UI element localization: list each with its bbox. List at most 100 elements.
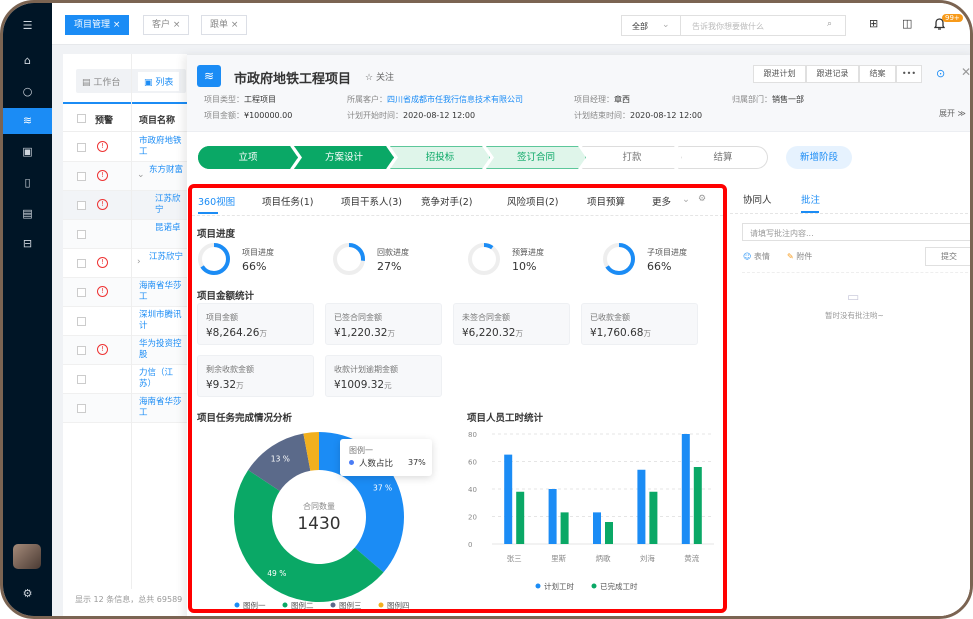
layers-icon[interactable]: ≋ <box>3 108 52 134</box>
pie-slice[interactable] <box>303 432 319 471</box>
share-icon[interactable]: ⊙ <box>936 67 946 80</box>
detail-tab[interactable]: 360视图 <box>198 197 236 208</box>
row-checkbox[interactable] <box>77 404 86 413</box>
bar[interactable] <box>504 454 513 544</box>
detail-tab[interactable]: 更多 <box>652 197 672 208</box>
expand-toggle-icon[interactable]: › <box>137 257 141 267</box>
project-name-link[interactable]: 东方财富 <box>149 165 184 175</box>
bar[interactable] <box>649 491 658 544</box>
action-button[interactable]: 跟进记录 <box>806 65 859 83</box>
table-row[interactable]: 海南省华莎工 <box>63 394 187 423</box>
expand-button[interactable]: 展开 ≫ <box>939 109 966 118</box>
row-checkbox[interactable] <box>77 143 86 152</box>
table-row[interactable]: ! ⌄ 东方财富 <box>63 162 187 191</box>
refresh-icon[interactable]: ○ <box>22 85 33 98</box>
attach-button[interactable]: ✎ 附件 <box>787 251 812 262</box>
bar[interactable] <box>681 434 690 544</box>
view-list[interactable]: ▣ 列表 <box>138 72 180 91</box>
legend-label[interactable]: 计划工时 <box>544 581 574 591</box>
row-checkbox[interactable] <box>77 230 86 239</box>
home-icon[interactable]: ⌂ <box>24 54 31 67</box>
phone-icon[interactable]: ▯ <box>24 176 31 189</box>
row-checkbox[interactable] <box>77 375 86 384</box>
menu-icon[interactable]: ☰ <box>22 19 33 32</box>
bell-icon[interactable] <box>934 18 945 31</box>
settings-icon[interactable]: ⚙ <box>698 194 707 204</box>
detail-tab[interactable]: 风险项目(2) <box>507 197 559 208</box>
table-row[interactable]: ! 市政府地铁工 <box>63 133 187 162</box>
detail-tab[interactable]: 项目预算 <box>587 197 626 208</box>
bar[interactable] <box>693 467 702 544</box>
action-button[interactable]: 结案 <box>859 65 896 83</box>
bar[interactable] <box>560 512 569 544</box>
stage-step[interactable]: 打款 <box>582 146 682 169</box>
view-workbench[interactable]: ▤ 工作台 <box>82 78 121 88</box>
bar[interactable] <box>637 469 646 544</box>
project-name-link[interactable]: 江苏欣宁 <box>155 194 181 215</box>
bar[interactable] <box>605 522 613 544</box>
bar[interactable] <box>593 512 601 544</box>
project-name-link[interactable]: 海南省华莎工 <box>139 281 182 302</box>
tab-follow[interactable]: 跟单 × <box>201 15 248 35</box>
row-checkbox[interactable] <box>77 259 86 268</box>
pie-slice[interactable] <box>234 470 384 602</box>
pie-slice[interactable] <box>248 433 311 492</box>
legend-label[interactable]: 图例四 <box>387 600 410 610</box>
action-button[interactable]: 跟进计划 <box>753 65 806 83</box>
legend-label[interactable]: 图例二 <box>291 600 314 610</box>
project-name-link[interactable]: 力信（江苏） <box>139 368 174 389</box>
tab-customer[interactable]: 客户 × <box>143 15 190 35</box>
avatar[interactable] <box>13 544 41 569</box>
search-icon[interactable]: ⌕ <box>827 19 833 29</box>
stage-step[interactable]: 签订合同 <box>486 146 586 169</box>
detail-tab[interactable]: 项目干系人(3) <box>341 197 402 208</box>
project-name-link[interactable]: 市政府地铁工 <box>139 136 182 157</box>
project-name-link[interactable]: 华为投资控股 <box>139 339 182 360</box>
table-row[interactable]: 力信（江苏） <box>63 365 187 394</box>
table-row[interactable]: 昆诺卓 <box>63 220 187 249</box>
search-scope-select[interactable]: 全部 <box>632 22 648 31</box>
comment-input[interactable]: 请填写批注内容... <box>742 223 970 241</box>
action-button[interactable]: ••• <box>896 65 922 83</box>
tab-comments[interactable]: 批注 <box>801 195 821 206</box>
row-checkbox[interactable] <box>77 346 86 355</box>
legend-label[interactable]: 图例三 <box>339 600 362 610</box>
row-checkbox[interactable] <box>77 201 86 210</box>
close-icon[interactable]: ✕ <box>961 65 972 79</box>
row-checkbox[interactable] <box>77 317 86 326</box>
money-icon[interactable]: ▣ <box>22 145 33 158</box>
settings-icon[interactable]: ⚙ <box>22 587 33 600</box>
project-name-link[interactable]: 昆诺卓 <box>155 223 181 233</box>
apps-icon[interactable]: ⊞ <box>869 17 879 30</box>
legend-label[interactable]: 已完成工时 <box>600 581 638 591</box>
stage-step[interactable]: 方案设计 <box>294 146 394 169</box>
stage-step[interactable]: 结算 <box>678 146 768 169</box>
tab-collaborators[interactable]: 协同人 <box>743 195 772 206</box>
follow-button[interactable]: ☆ 关注 <box>365 73 394 83</box>
row-checkbox[interactable] <box>77 288 86 297</box>
table-row[interactable]: 深圳市腾讯计 <box>63 307 187 336</box>
table-row[interactable]: ! › 江苏欣宁 <box>63 249 187 278</box>
add-stage-button[interactable]: 新增阶段 <box>786 146 852 169</box>
detail-tab[interactable]: 竞争对手(2) <box>421 197 473 208</box>
briefcase-icon[interactable]: ⊟ <box>22 237 33 250</box>
table-row[interactable]: ! 华为投资控股 <box>63 336 187 365</box>
detail-tab[interactable]: 项目任务(1) <box>262 197 314 208</box>
meta-value[interactable]: 四川省成都市任我行信息技术有限公司 <box>387 95 523 104</box>
expand-toggle-icon[interactable]: ⌄ <box>137 170 145 180</box>
legend-label[interactable]: 图例一 <box>243 600 266 610</box>
project-name-link[interactable]: 江苏欣宁 <box>149 252 184 262</box>
select-all-checkbox[interactable] <box>77 114 86 123</box>
table-row[interactable]: ! 江苏欣宁 <box>63 191 187 220</box>
submit-button[interactable]: 提交 <box>925 247 970 266</box>
panel-icon[interactable]: ◫ <box>902 17 913 30</box>
report-icon[interactable]: ▤ <box>22 207 33 220</box>
project-name-link[interactable]: 海南省华莎工 <box>139 397 182 418</box>
bar[interactable] <box>548 489 557 544</box>
stage-step[interactable]: 立项 <box>198 146 298 169</box>
tab-project-management[interactable]: 项目管理 × <box>65 15 130 35</box>
bar[interactable] <box>516 491 525 544</box>
row-checkbox[interactable] <box>77 172 86 181</box>
table-row[interactable]: ! 海南省华莎工 <box>63 278 187 307</box>
project-name-link[interactable]: 深圳市腾讯计 <box>139 310 182 331</box>
